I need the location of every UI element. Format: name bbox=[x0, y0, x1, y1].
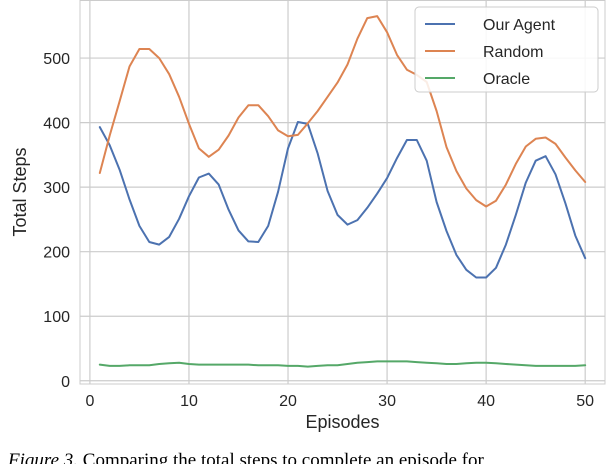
y-tick-label: 500 bbox=[43, 51, 70, 68]
legend-label-random: Random bbox=[483, 44, 543, 61]
x-tick-label: 0 bbox=[85, 393, 94, 410]
legend-label-our-agent: Our Agent bbox=[483, 17, 556, 34]
grid-lines bbox=[80, 0, 605, 384]
series-line-oracle bbox=[98, 360, 587, 368]
x-tick-label: 10 bbox=[180, 393, 198, 410]
y-tick-label: 300 bbox=[43, 180, 70, 197]
legend-label-oracle: Oracle bbox=[483, 71, 530, 88]
y-tick-label: 400 bbox=[43, 116, 70, 133]
series-line-our-agent bbox=[98, 121, 587, 279]
caption-text: Comparing the total steps to complete an… bbox=[78, 450, 484, 464]
legend-box bbox=[414, 6, 599, 93]
x-tick-labels: 0 10 20 30 40 50 bbox=[85, 393, 594, 410]
series-line-random bbox=[98, 15, 587, 208]
x-tick-label: 50 bbox=[576, 393, 594, 410]
series-lines bbox=[98, 15, 587, 368]
legend: Our Agent Random Oracle bbox=[414, 6, 599, 93]
figure-caption: Figure 3. Comparing the total steps to c… bbox=[8, 448, 608, 464]
x-tick-label: 30 bbox=[378, 393, 396, 410]
x-tick-label: 40 bbox=[477, 393, 495, 410]
y-tick-label: 100 bbox=[43, 309, 70, 326]
y-tick-labels: 0 100 200 300 400 500 bbox=[43, 51, 70, 391]
y-tick-label: 200 bbox=[43, 245, 70, 262]
y-tick-label: 0 bbox=[61, 374, 70, 391]
caption-label: Figure 3. bbox=[8, 450, 79, 464]
y-axis-label: Total Steps bbox=[10, 147, 30, 236]
x-tick-label: 20 bbox=[279, 393, 297, 410]
x-axis-label: Episodes bbox=[305, 412, 379, 432]
